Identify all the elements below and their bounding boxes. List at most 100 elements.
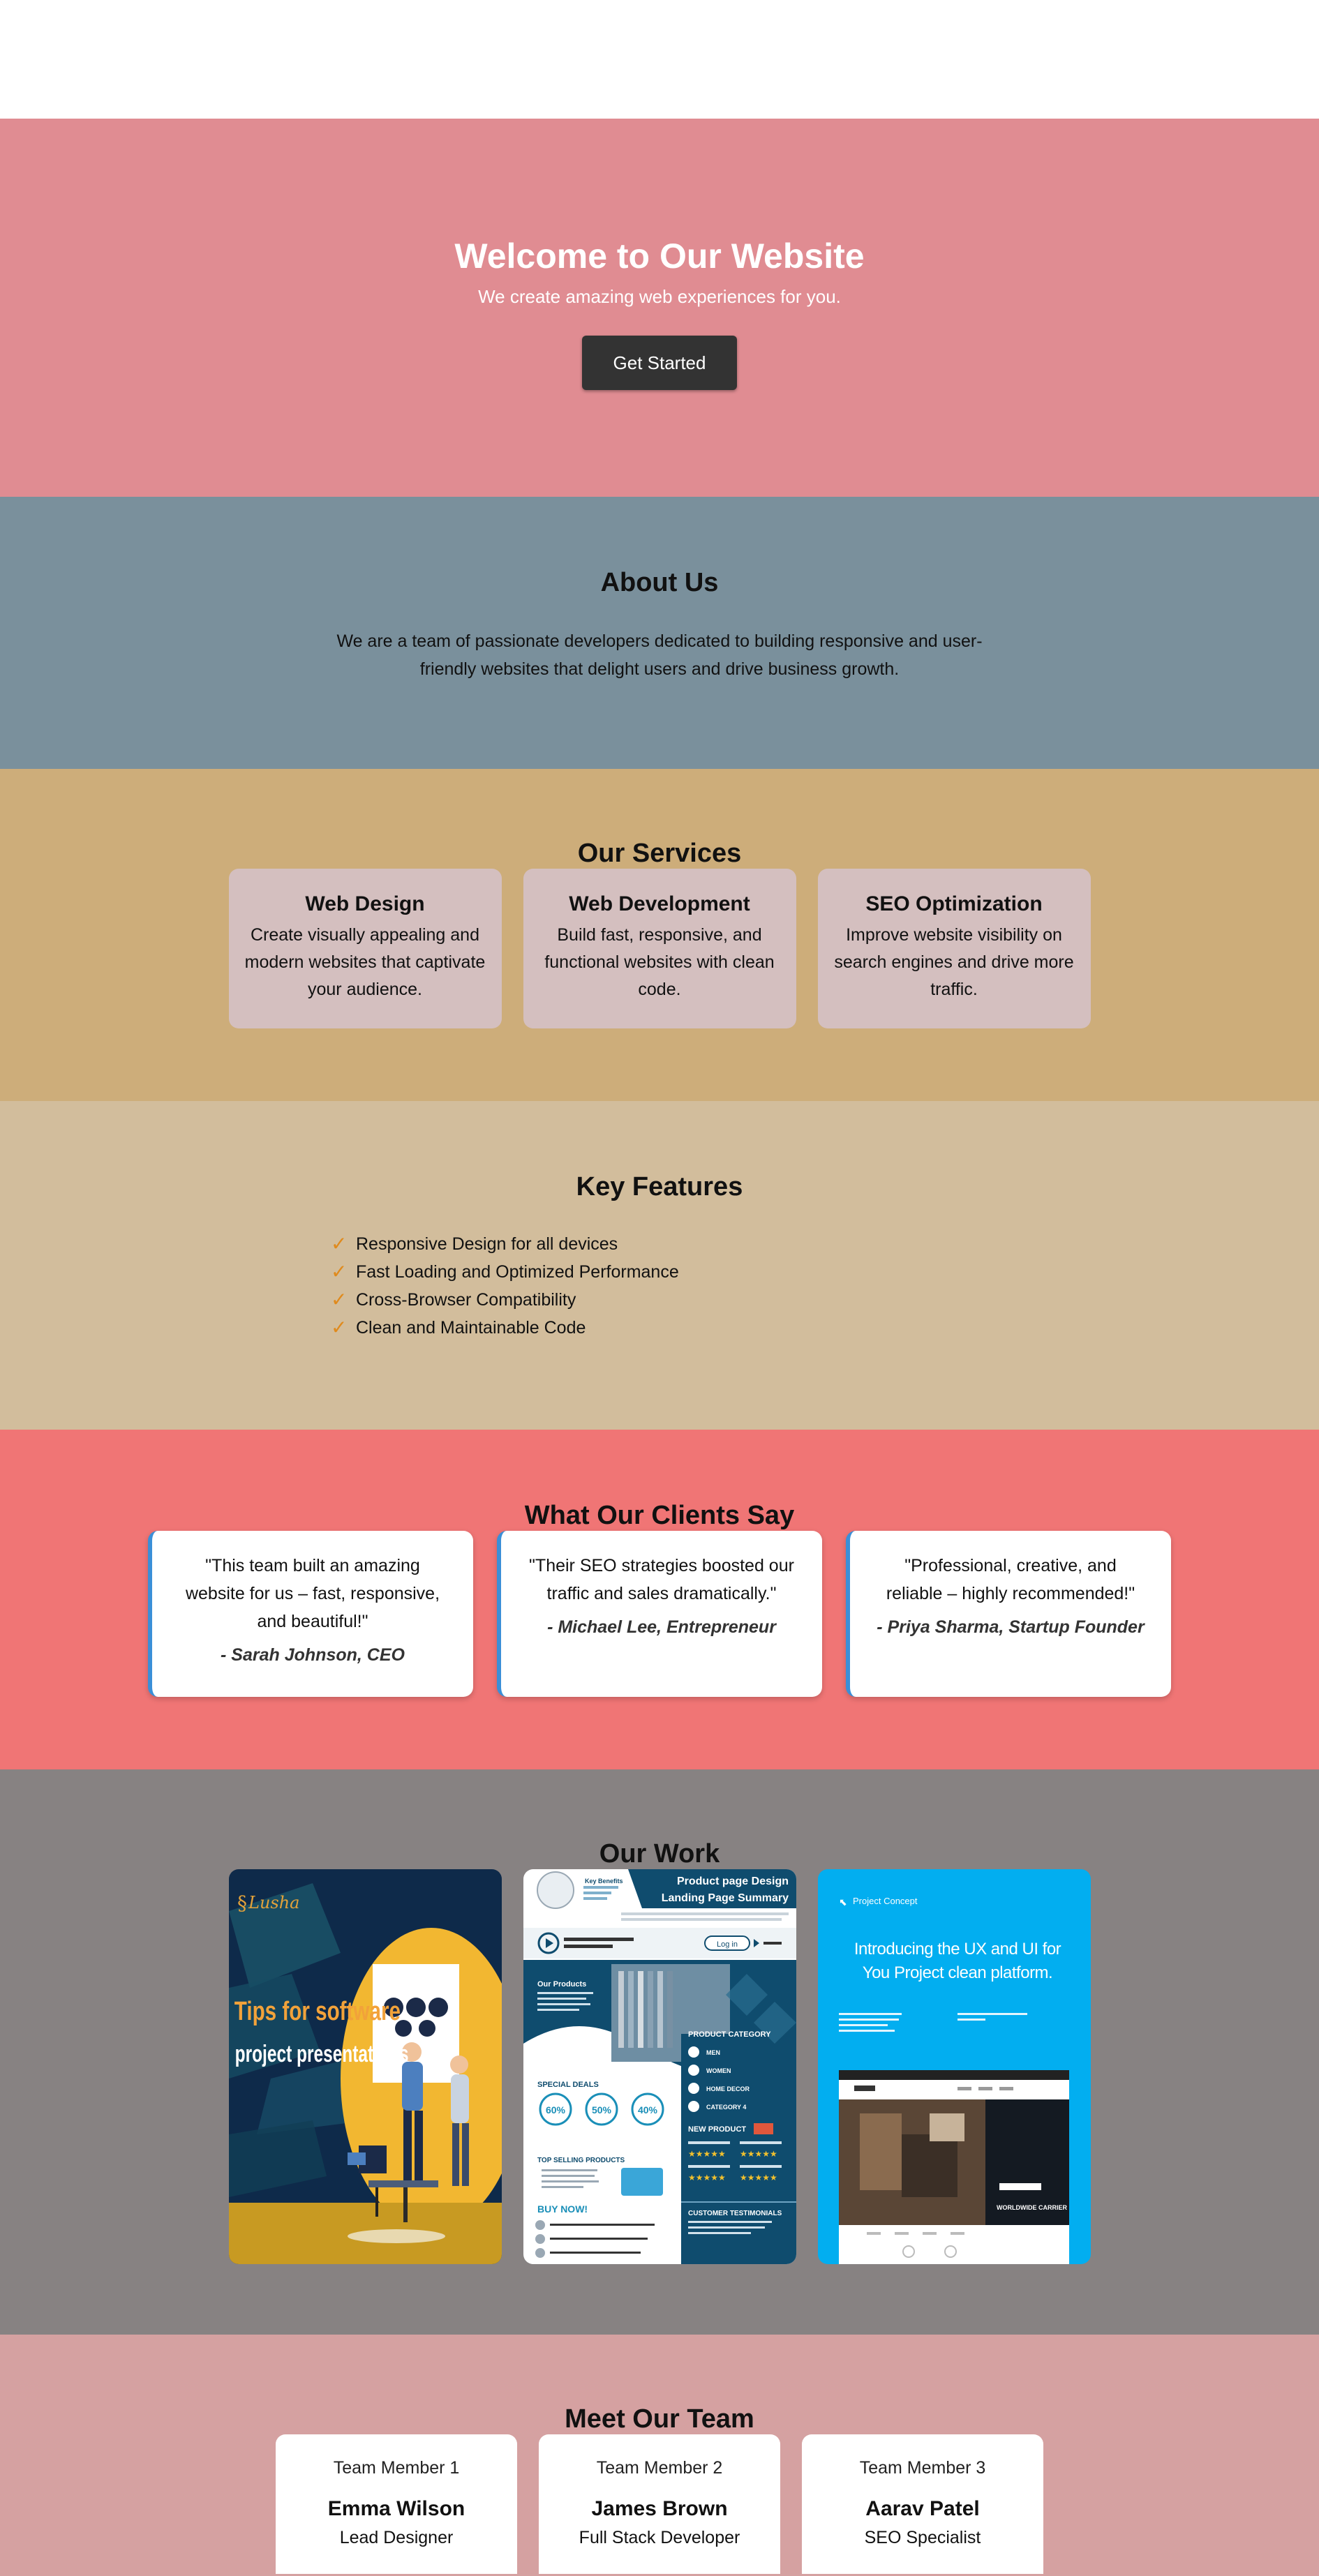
service-card-seo-optimization: SEO Optimization Improve website visibil… — [817, 869, 1091, 1028]
buy-now-label: BUY NOW! — [537, 2203, 588, 2215]
testimonial-card: "Their SEO strategies boosted our traffi… — [497, 1531, 822, 1697]
about-text: We are a team of passionate developers d… — [336, 631, 983, 679]
services-cards: Web Design Create visually appealing and… — [0, 869, 1319, 1028]
top-selling-label: TOP SELLING PRODUCTS — [537, 2157, 625, 2164]
checkmark-icon: ✓ — [331, 1233, 348, 1255]
team-member-role: SEO Specialist — [864, 2528, 981, 2547]
team-cards: Team Member 1 Emma Wilson Lead Designer … — [0, 2434, 1319, 2574]
feature-item: ✓ Cross-Browser Compatibility — [331, 1286, 1319, 1314]
category-women: WOMEN — [706, 2067, 731, 2074]
testimonial-card: "This team built an amazing website for … — [148, 1531, 473, 1697]
team-section: Meet Our Team Team Member 1 Emma Wilson … — [0, 2335, 1319, 2576]
services-section: Our Services Web Design Create visually … — [0, 769, 1319, 1101]
hero-title: Welcome to Our Website — [454, 237, 865, 276]
get-started-button[interactable]: Get Started — [582, 336, 737, 390]
mockup-heading1: Product page Design — [676, 1875, 788, 1887]
service-title: Web Design — [305, 892, 425, 915]
features-list: ✓ Responsive Design for all devices ✓ Fast… — [331, 1230, 1319, 1342]
category-home-decor: HOME DECOR — [706, 2085, 750, 2092]
deal-60: 60% — [545, 2104, 565, 2116]
service-title: SEO Optimization — [865, 892, 1043, 915]
features-section: Key Features ✓ Responsive Design for all … — [0, 1101, 1319, 1430]
team-member-photo: Team Member 1 — [333, 2458, 460, 2478]
project-concept-mockup: ⬉ Project Concept Introducing the UX and… — [817, 1869, 1091, 2264]
testimonial-quote: "Professional, creative, and reliable – … — [886, 1556, 1135, 1603]
new-product-label: NEW PRODUCT — [688, 2125, 746, 2134]
lusha-logo-text: § — [237, 1892, 247, 1915]
project-concept-logo-icon: ⬉ — [839, 1897, 847, 1908]
hero-subtitle: We create amazing web experiences for yo… — [478, 286, 841, 307]
rating-stars: ★★★★★ — [688, 2149, 726, 2159]
tips-title-line1: Tips for software — [234, 1997, 400, 2026]
category-4: CATEGORY 4 — [706, 2104, 746, 2111]
team-member-photo: Team Member 3 — [859, 2458, 986, 2478]
our-products-label: Our Products — [537, 1980, 586, 1989]
about-title: About Us — [600, 568, 719, 597]
work-section: Our Work — [0, 1769, 1319, 2335]
special-deals-label: SPECIAL DEALS — [537, 2081, 599, 2089]
mockup-heading2: Landing Page Summary — [661, 1892, 788, 1904]
checkmark-icon: ✓ — [331, 1261, 348, 1282]
feature-text: Cross-Browser Compatibility — [356, 1290, 576, 1310]
category-men: MEN — [706, 2049, 720, 2056]
service-title: Web Development — [569, 892, 750, 915]
services-title: Our Services — [577, 839, 742, 868]
lusha-logo-text: Lusha — [248, 1893, 299, 1912]
feature-text: Clean and Maintainable Code — [356, 1318, 586, 1338]
work-title: Our Work — [599, 1839, 720, 1869]
team-member-name: Emma Wilson — [327, 2497, 465, 2520]
features-title: Key Features — [576, 1172, 743, 1201]
testimonial-quote: "Their SEO strategies boosted our traffi… — [529, 1556, 794, 1603]
work-image-tips-presentations[interactable]: § Lusha Tips for software project presen… — [228, 1869, 502, 2264]
about-section: About Us We are a team of passionate dev… — [0, 497, 1319, 769]
presentation-illustration: § Lusha Tips for software project presen… — [228, 1869, 502, 2264]
team-member-name: James Brown — [591, 2497, 728, 2520]
project-concept-headline: Introducing the UX and UI for You Projec… — [854, 1940, 1061, 1982]
rating-stars: ★★★★★ — [740, 2149, 777, 2159]
product-category-label: PRODUCT CATEGORY — [688, 2030, 771, 2039]
feature-item: ✓ Clean and Maintainable Code — [331, 1314, 1319, 1342]
service-text: Build fast, responsive, and functional w… — [544, 925, 775, 999]
testimonial-author: - Michael Lee, Entrepreneur — [547, 1617, 776, 1637]
deal-50: 50% — [591, 2104, 611, 2116]
worldwide-carrier-title: WORLDWIDE CARRIER — [997, 2204, 1067, 2211]
checkmark-icon: ✓ — [331, 1317, 348, 1338]
work-image-landing-page[interactable]: Product page Design Landing Page Summary… — [523, 1869, 796, 2264]
team-member-card: Team Member 1 Emma Wilson Lead Designer — [276, 2434, 517, 2574]
feature-text: Responsive Design for all devices — [356, 1234, 618, 1254]
service-card-web-design: Web Design Create visually appealing and… — [228, 869, 502, 1028]
testimonial-cards: "This team built an amazing website for … — [0, 1531, 1319, 1697]
customer-testimonials-label: CUSTOMER TESTIMONIALS — [688, 2210, 782, 2217]
mockup-login-button: Log in — [717, 1940, 738, 1949]
rating-stars: ★★★★★ — [688, 2173, 726, 2182]
team-member-photo: Team Member 2 — [596, 2458, 723, 2478]
testimonial-author: - Priya Sharma, Startup Founder — [877, 1617, 1145, 1637]
team-member-role: Lead Designer — [339, 2528, 454, 2547]
testimonial-author: - Sarah Johnson, CEO — [221, 1645, 405, 1665]
top-bar — [0, 0, 1319, 119]
team-member-card: Team Member 3 Aarav Patel SEO Specialist — [802, 2434, 1043, 2574]
tips-title-line2: project presentations — [234, 2041, 408, 2067]
feature-item: ✓ Fast Loading and Optimized Performance — [331, 1258, 1319, 1286]
feature-item: ✓ Responsive Design for all devices — [331, 1230, 1319, 1258]
hero-section: Welcome to Our Website We create amazing… — [0, 119, 1319, 497]
testimonial-card: "Professional, creative, and reliable – … — [846, 1531, 1171, 1697]
work-gallery: § Lusha Tips for software project presen… — [0, 1869, 1319, 2264]
rating-stars: ★★★★★ — [740, 2173, 777, 2182]
testimonials-section: What Our Clients Say "This team built an… — [0, 1430, 1319, 1769]
team-member-role: Full Stack Developer — [579, 2528, 740, 2547]
service-text: Improve website visibility on search eng… — [834, 925, 1074, 999]
service-card-web-development: Web Development Build fast, responsive, … — [523, 869, 796, 1028]
testimonials-title: What Our Clients Say — [524, 1501, 795, 1530]
deal-40: 40% — [637, 2104, 657, 2116]
team-title: Meet Our Team — [565, 2404, 754, 2434]
testimonial-quote: "This team built an amazing website for … — [185, 1556, 440, 1631]
feature-text: Fast Loading and Optimized Performance — [356, 1262, 679, 1282]
service-text: Create visually appealing and modern web… — [244, 925, 486, 999]
landing-page-mockup: Product page Design Landing Page Summary… — [523, 1869, 796, 2264]
checkmark-icon: ✓ — [331, 1289, 348, 1310]
team-member-name: Aarav Patel — [865, 2497, 980, 2520]
key-benefits-label: Key Benefits — [585, 1878, 623, 1885]
team-member-card: Team Member 2 James Brown Full Stack Dev… — [539, 2434, 780, 2574]
work-image-project-concept[interactable]: ⬉ Project Concept Introducing the UX and… — [817, 1869, 1091, 2264]
